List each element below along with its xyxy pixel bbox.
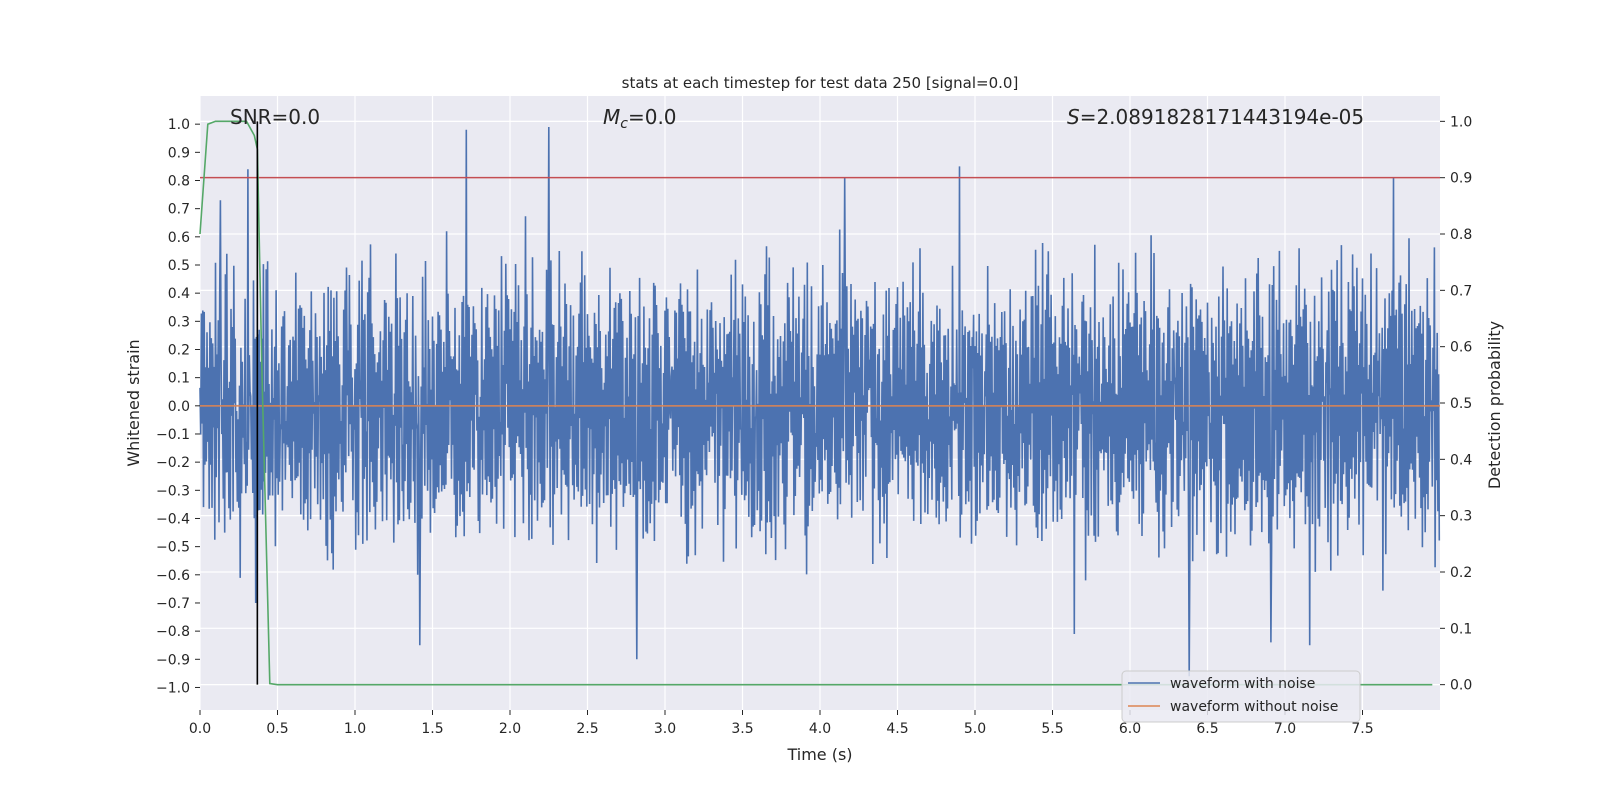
y-tick-label: 0.1 — [168, 371, 190, 387]
y-tick-label: 0.5 — [168, 258, 190, 274]
x-tick-label: 0.5 — [266, 721, 288, 737]
x-tick-label: 7.5 — [1351, 721, 1373, 737]
x-tick-label: 1.0 — [344, 721, 366, 737]
y-axis-label: Whitened strain — [124, 339, 143, 466]
y-tick-label: 0.6 — [168, 230, 190, 246]
snr-annotation: SNR=0.0 — [230, 105, 320, 129]
right-y-tick-label: 1.0 — [1450, 114, 1472, 130]
y-tick-label: −0.7 — [156, 596, 190, 612]
x-tick-label: 0.0 — [189, 721, 211, 737]
y-tick-label: −0.4 — [156, 511, 190, 527]
right-y-tick-label: 0.6 — [1450, 340, 1472, 356]
detection-probability-line — [199, 120, 1433, 686]
s-value: =2.0891828171443194e-05 — [1080, 105, 1364, 129]
y-tick-label: −1.0 — [156, 680, 190, 696]
x-tick-label: 6.5 — [1196, 721, 1218, 737]
x-axis-ticks: 0.0 0.5 1.0 1.5 2.0 2.5 3.0 3.5 4.0 4.5 5.0 5.5 6.0 6… — [189, 710, 1374, 737]
legend-label-noise: waveform with noise — [1170, 676, 1315, 692]
x-tick-label: 5.5 — [1041, 721, 1063, 737]
y-tick-label: −0.1 — [156, 427, 190, 443]
right-y-axis-label: Detection probability — [1485, 321, 1504, 489]
mc-symbol: M — [603, 105, 620, 129]
x-tick-label: 2.5 — [576, 721, 598, 737]
right-y-tick-label: 0.7 — [1450, 283, 1472, 299]
y-axis-ticks: 1.0 0.9 0.8 0.7 0.6 0.5 0.4 0.3 0.2 0.1 0.0 −0.1 −0.… — [156, 117, 200, 696]
x-tick-label: 3.0 — [654, 721, 676, 737]
x-axis-label: Time (s) — [786, 745, 852, 764]
y-tick-label: 0.4 — [168, 286, 190, 302]
noise-waveform-path — [199, 126, 1441, 677]
mc-subscript: c — [620, 116, 628, 132]
right-y-tick-label: 0.0 — [1450, 678, 1472, 694]
y-tick-label: 0.7 — [168, 202, 190, 218]
right-y-tick-label: 0.4 — [1450, 452, 1472, 468]
right-y-axis-ticks: 1.0 0.9 0.8 0.7 0.6 0.5 0.4 0.3 0.2 0.1 0.0 — [1440, 114, 1472, 694]
y-tick-label: −0.9 — [156, 652, 190, 668]
y-tick-label: 0.3 — [168, 314, 190, 330]
legend-label-clean: waveform without noise — [1170, 699, 1338, 715]
y-tick-label: −0.3 — [156, 483, 190, 499]
x-tick-label: 1.5 — [421, 721, 443, 737]
x-tick-label: 5.0 — [964, 721, 986, 737]
x-tick-label: 7.0 — [1274, 721, 1296, 737]
right-y-tick-label: 0.5 — [1450, 396, 1472, 412]
x-tick-label: 4.0 — [809, 721, 831, 737]
y-tick-label: −0.5 — [156, 540, 190, 556]
right-y-tick-label: 0.2 — [1450, 565, 1472, 581]
s-symbol: S — [1067, 105, 1080, 129]
x-tick-label: 2.0 — [499, 721, 521, 737]
x-tick-label: 4.5 — [886, 721, 908, 737]
right-y-tick-label: 0.8 — [1450, 227, 1472, 243]
y-tick-label: 0.0 — [168, 399, 190, 415]
y-tick-label: 0.2 — [168, 342, 190, 358]
y-tick-label: 0.8 — [168, 173, 190, 189]
right-y-tick-label: 0.1 — [1450, 621, 1472, 637]
y-tick-label: 1.0 — [168, 117, 190, 133]
y-tick-label: −0.8 — [156, 624, 190, 640]
y-tick-label: −0.6 — [156, 568, 190, 584]
legend: waveform with noise waveform without noi… — [1121, 670, 1361, 723]
right-y-tick-label: 0.9 — [1450, 171, 1472, 187]
y-tick-label: 0.9 — [168, 145, 190, 161]
s-annotation: S=2.0891828171443194e-05 — [1067, 105, 1364, 129]
noise-waveform-series — [199, 126, 1441, 677]
chart-title: stats at each timestep for test data 250… — [622, 74, 1019, 92]
mc-annotation: Mc=0.0 — [603, 105, 677, 132]
right-y-tick-label: 0.3 — [1450, 509, 1472, 525]
legend-box — [1121, 670, 1361, 723]
x-tick-label: 6.0 — [1119, 721, 1141, 737]
mc-value: =0.0 — [628, 105, 677, 129]
x-tick-label: 3.5 — [731, 721, 753, 737]
y-tick-label: −0.2 — [156, 455, 190, 471]
